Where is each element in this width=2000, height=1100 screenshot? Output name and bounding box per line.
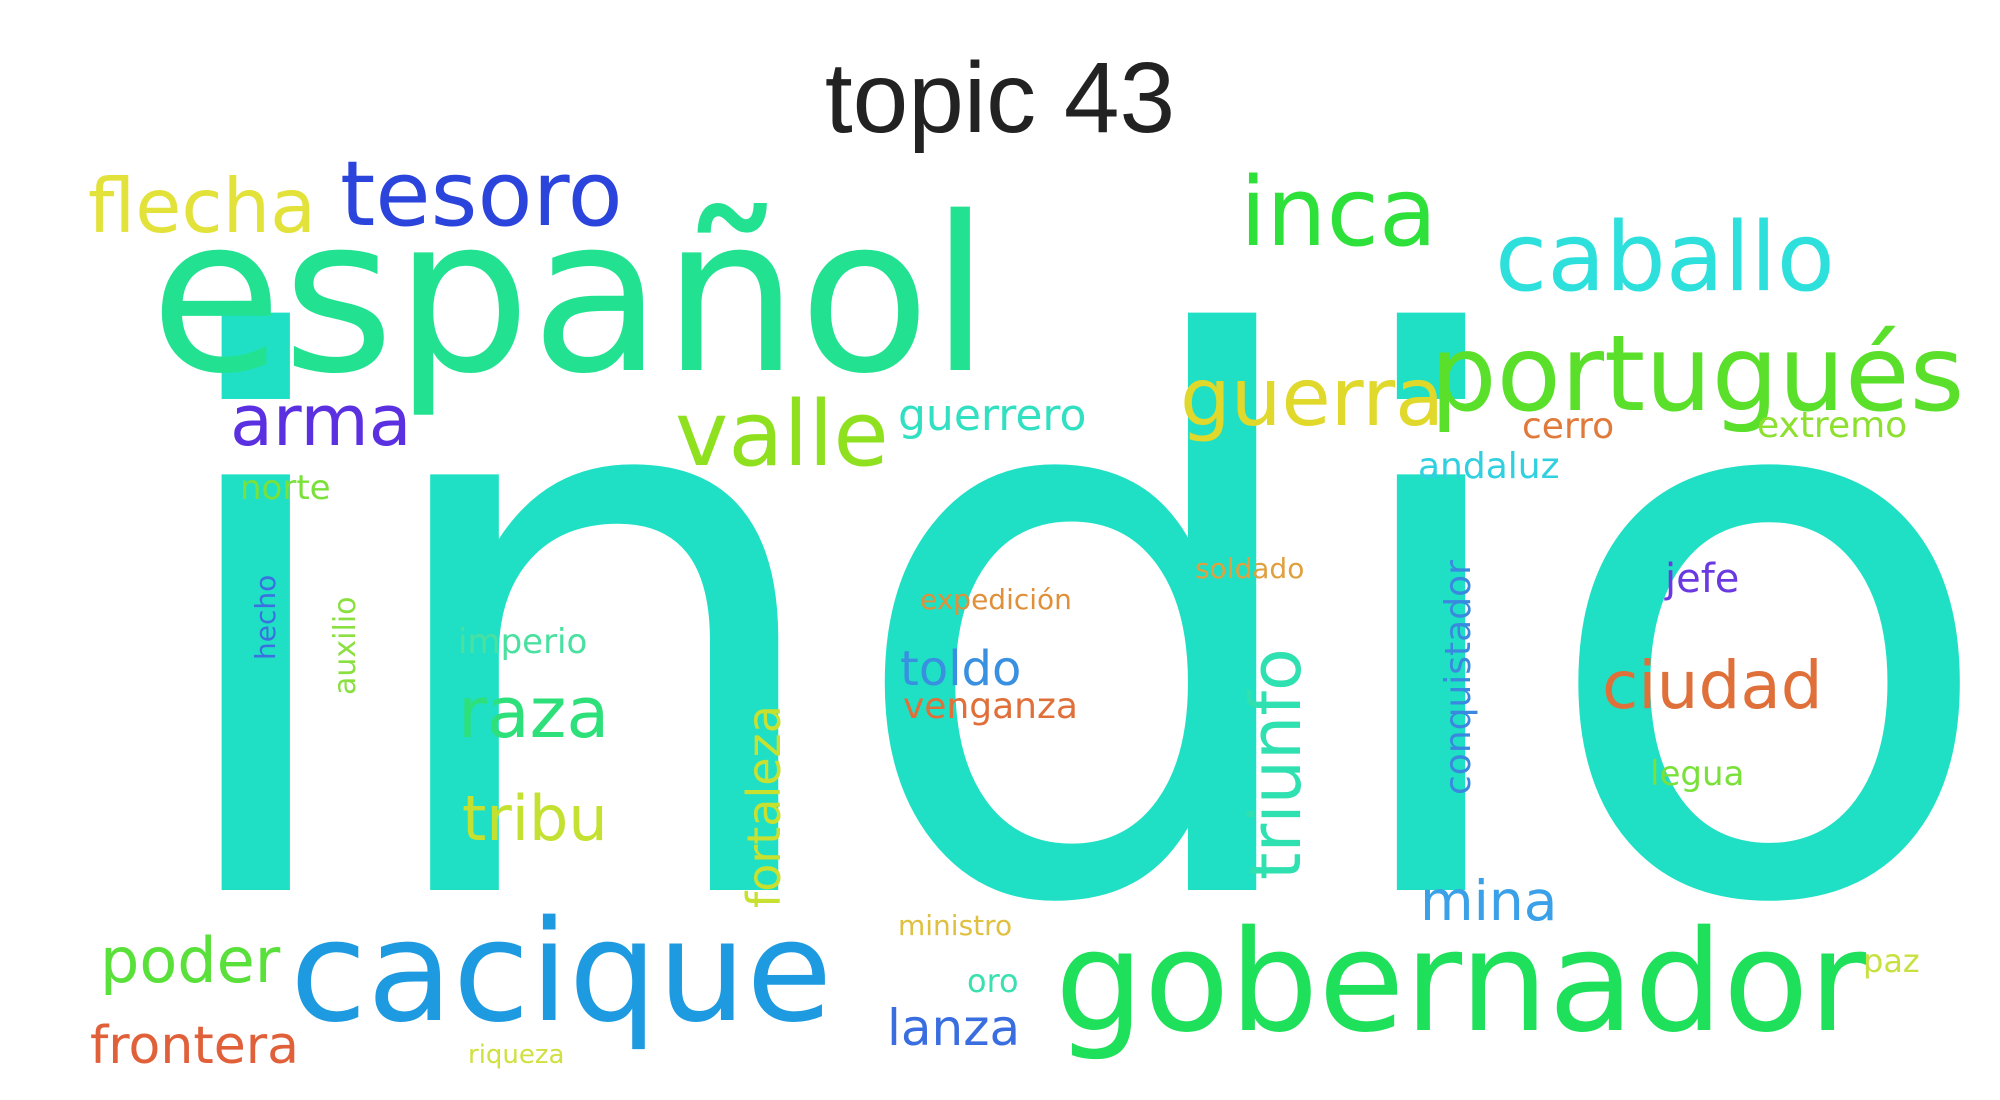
word-extremo: extremo bbox=[1757, 405, 1907, 446]
word-andaluz: andaluz bbox=[1418, 446, 1560, 487]
word-guerrero: guerrero bbox=[898, 390, 1086, 441]
word-flecha: flecha bbox=[88, 162, 316, 250]
word-cacique: cacique bbox=[290, 891, 832, 1054]
word-toldo: toldo bbox=[900, 641, 1021, 697]
word-oro: oro bbox=[967, 962, 1019, 1000]
word-arma: arma bbox=[230, 380, 412, 462]
word-guerra: guerra bbox=[1180, 351, 1444, 444]
word-imperio: imperio bbox=[458, 622, 587, 662]
word-riqueza: riqueza bbox=[468, 1040, 564, 1070]
word-legua: legua bbox=[1650, 754, 1744, 794]
word-poder: poder bbox=[100, 924, 281, 997]
word-venganza: venganza bbox=[903, 686, 1078, 727]
word-ciudad: ciudad bbox=[1602, 647, 1823, 724]
word-valle: valle bbox=[675, 382, 889, 487]
word-gobernador: gobernador bbox=[1055, 901, 1867, 1064]
word-indio: indio bbox=[150, 186, 2000, 1070]
word-ministro: ministro bbox=[898, 909, 1012, 942]
word-frontera: frontera bbox=[90, 1016, 299, 1076]
word-soldado: soldado bbox=[1195, 552, 1304, 585]
word-portugues: portugués bbox=[1430, 313, 1964, 435]
word-raza: raza bbox=[458, 672, 609, 754]
word-caballo: caballo bbox=[1495, 203, 1835, 313]
word-auxilio: auxilio bbox=[328, 596, 363, 695]
word-triunfo: triunfo bbox=[1235, 648, 1317, 880]
word-norte: norte bbox=[240, 468, 331, 508]
word-cerro: cerro bbox=[1522, 406, 1614, 447]
word-tribu: tribu bbox=[462, 782, 608, 855]
word-paz: paz bbox=[1863, 942, 1920, 980]
word-hecho: hecho bbox=[249, 575, 282, 660]
word-conquistador: conquistador bbox=[1438, 560, 1479, 795]
word-tesoro: tesoro bbox=[340, 142, 623, 247]
word-mina: mina bbox=[1420, 869, 1557, 933]
word-fortaleza: fortaleza bbox=[737, 705, 791, 908]
word-expedicion: expedición bbox=[920, 583, 1072, 616]
word-lanza: lanza bbox=[887, 999, 1020, 1057]
word-inca: inca bbox=[1240, 158, 1437, 268]
word-jefe: jefe bbox=[1664, 556, 1739, 602]
figure-title: topic 43 bbox=[824, 42, 1176, 154]
word-espanol: español bbox=[150, 170, 990, 421]
